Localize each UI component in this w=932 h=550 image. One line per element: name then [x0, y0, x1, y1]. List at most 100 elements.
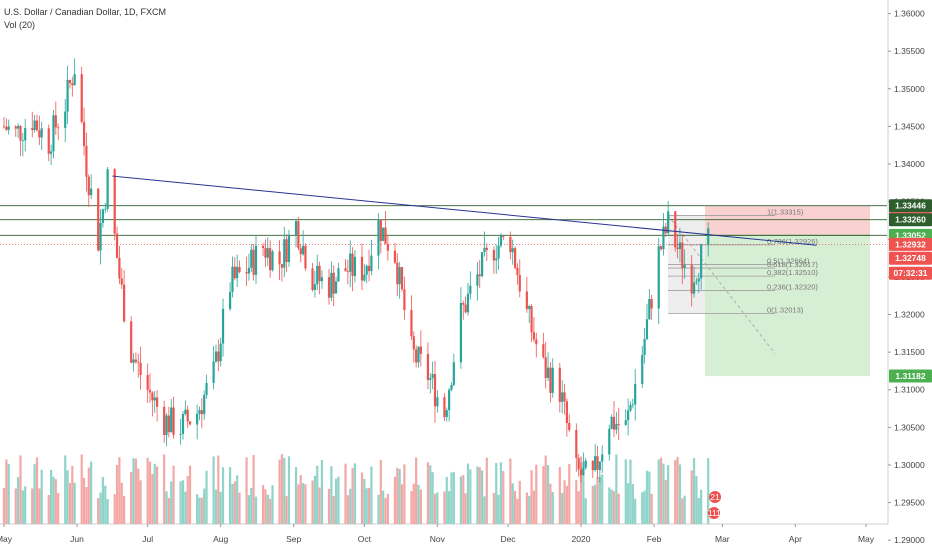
- candle-body-82: [271, 251, 274, 271]
- volume-bar-5: [19, 455, 22, 524]
- price-label-2: 1.33260: [895, 215, 926, 225]
- volume-bar-142: [469, 469, 472, 524]
- price-label-bg-0: [889, 199, 932, 213]
- candle-body-8: [31, 128, 34, 131]
- fib-label-6: 0(1.32013): [767, 306, 804, 315]
- candle-body-70: [233, 266, 236, 279]
- volume-bar-87: [287, 456, 291, 524]
- volume-bar-164: [544, 455, 547, 524]
- price-label-0: 1.33446: [895, 201, 926, 211]
- y-tick-label-14: 1.29000: [894, 535, 925, 545]
- y-tick-label-8: 1.32000: [894, 310, 925, 320]
- volume-bar-190: [629, 459, 632, 524]
- volume-bar-100: [332, 495, 335, 524]
- candle-body-47: [155, 397, 159, 407]
- y-tick-label-0: 1.36000: [894, 9, 925, 19]
- volume-bar-68: [228, 467, 232, 524]
- candle-body-201: [664, 226, 667, 234]
- volume-bar-151: [499, 462, 503, 524]
- volume-bar-209: [692, 458, 696, 524]
- volume-bar-80: [266, 494, 269, 524]
- volume-bar-152: [502, 471, 505, 524]
- candle-body-123: [410, 310, 413, 337]
- volume-bar-91: [302, 483, 305, 524]
- y-tick-label-9: 1.31500: [894, 347, 925, 357]
- volume-bar-1: [5, 459, 8, 524]
- candle-body-160: [530, 306, 533, 333]
- candle-body-58: [196, 413, 199, 425]
- candle-body-31: [104, 208, 107, 210]
- y-tick-label-2: 1.35000: [894, 84, 925, 94]
- volume-bar-114: [379, 459, 382, 524]
- candle-body-89: [297, 220, 300, 249]
- price-label-4: 1.32932: [895, 239, 926, 249]
- candle-body-64: [214, 351, 218, 362]
- volume-bar-128: [426, 462, 430, 524]
- volume-bar-123: [410, 491, 413, 524]
- volume-bar-169: [561, 492, 564, 524]
- candle-body-172: [568, 422, 571, 431]
- volume-bar-201: [664, 479, 667, 524]
- volume-bar-112: [370, 466, 373, 524]
- x-tick-label-8: 2020: [572, 534, 591, 544]
- volume-bar-40: [134, 458, 137, 524]
- volume-bar-173: [575, 480, 578, 524]
- volume-label: Vol (20): [4, 20, 36, 30]
- volume-bar-117: [386, 493, 389, 524]
- volume-bar-73: [245, 457, 248, 524]
- volume-bar-149: [495, 462, 498, 524]
- volume-bar-132: [436, 492, 439, 524]
- x-tick-label-7: Dec: [500, 534, 516, 544]
- y-tick-label-10: 1.31000: [894, 385, 925, 395]
- candle-body-90: [299, 248, 302, 255]
- candle-body-88: [294, 220, 298, 236]
- volume-bar-89: [297, 484, 300, 524]
- candle-body-51: [170, 407, 173, 433]
- candle-body-41: [137, 361, 140, 363]
- volume-bar-127: [419, 489, 422, 524]
- volume-bar-206: [681, 498, 684, 524]
- x-tick-label-10: Mar: [715, 534, 730, 544]
- candle-body-133: [443, 397, 446, 418]
- volume-bar-129: [429, 465, 432, 524]
- candle-body-135: [448, 389, 451, 411]
- volume-bar-125: [415, 457, 418, 524]
- volume-bar-42: [139, 480, 142, 524]
- candle-body-161: [532, 332, 536, 340]
- volume-bar-63: [212, 456, 215, 524]
- candle-body-177: [584, 460, 587, 468]
- volume-bar-28: [97, 498, 100, 524]
- candle-body-54: [181, 414, 185, 434]
- x-tick-label-4: Sep: [286, 534, 301, 544]
- y-tick-label-4: 1.34000: [894, 159, 925, 169]
- x-tick-label-6: Nov: [430, 534, 446, 544]
- candle-body-18: [64, 111, 67, 128]
- volume-bar-62: [205, 470, 208, 524]
- volume-bar-126: [417, 484, 420, 524]
- volume-bar-108: [360, 472, 364, 524]
- volume-bar-212: [700, 489, 703, 524]
- price-label-bg-4: [889, 237, 932, 251]
- candle-body-16: [54, 115, 57, 128]
- volume-bar-83: [278, 459, 281, 524]
- candle-body-60: [200, 410, 203, 415]
- candle-body-19: [66, 79, 69, 112]
- price-label-5: 1.32748: [895, 253, 926, 263]
- chart-title: U.S. Dollar / Canadian Dollar, 1D, FXCM: [4, 7, 167, 17]
- candle-body-171: [565, 401, 568, 423]
- candle-body-145: [481, 252, 484, 277]
- volume-bar-75: [250, 488, 253, 524]
- fib-trend-dashed: [667, 215, 776, 354]
- volume-bar-33: [113, 494, 116, 524]
- candle-body-156: [516, 267, 519, 275]
- candle-body-101: [334, 281, 338, 294]
- stop-loss-zone: [705, 205, 870, 236]
- volume-bar-148: [492, 492, 495, 524]
- volume-bar-156: [516, 498, 519, 524]
- price-label-6: 07:32:31: [893, 268, 927, 278]
- candle-body-163: [542, 344, 545, 358]
- volume-bar-50: [167, 498, 170, 524]
- candle-body-188: [624, 420, 627, 425]
- volume-bar-207: [683, 495, 686, 524]
